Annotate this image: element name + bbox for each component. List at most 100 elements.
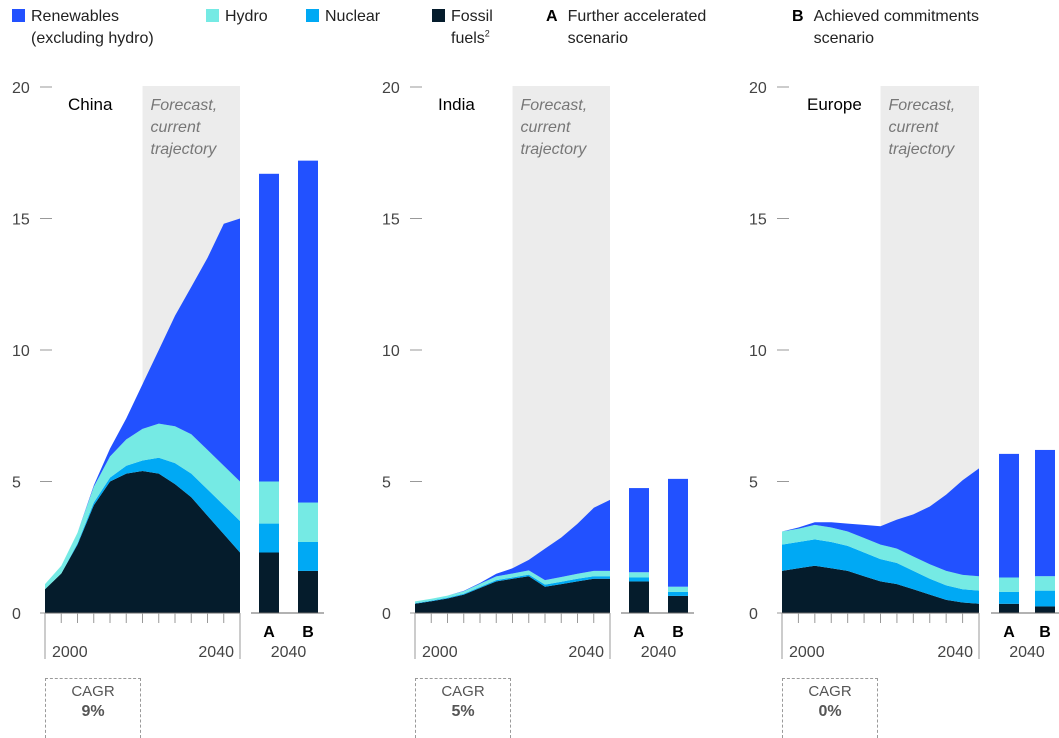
legend-label-fossil: Fossil fuels2: [451, 6, 493, 50]
area-hydro: [45, 423, 240, 590]
scenario-year-label: 2040: [271, 644, 307, 661]
legend-swatch-hydro: [206, 9, 219, 22]
legend-scenario-b-letter: B: [792, 8, 804, 25]
legend-item-scenario-b: B Achieved commitments scenario: [792, 6, 979, 50]
scenario-year-label: 2040: [641, 644, 677, 661]
scenario-bar-b-renewables: [668, 478, 688, 587]
forecast-band-label-line: trajectory: [889, 141, 956, 158]
legend-label-fossil-text: Fossil fuels: [451, 8, 493, 47]
scenario-bar-a-nuclear: [629, 577, 649, 582]
y-tick-label: 0: [749, 606, 758, 623]
legend-scenario-a-label: Further accelerated scenario: [567, 8, 707, 47]
x-tick-label: 2000: [422, 644, 458, 661]
scenario-bar-a-hydro: [629, 572, 649, 578]
scenario-bar-a-hydro: [259, 481, 279, 524]
y-tick-label: 20: [12, 80, 30, 97]
x-tick-label: 2040: [198, 644, 234, 661]
cagr-value: 0%: [818, 703, 842, 720]
scenario-bar-label: B: [672, 624, 684, 641]
y-tick-label: 10: [12, 343, 30, 360]
legend-swatch-renewables: [12, 9, 25, 22]
y-tick-label: 10: [382, 343, 400, 360]
y-tick-label: 5: [749, 475, 758, 492]
scenario-bar-b-renewables: [1035, 449, 1055, 577]
scenario-bar-b-fossil: [668, 595, 688, 613]
forecast-band-label-line: trajectory: [521, 141, 588, 158]
forecast-band-label-line: Forecast,: [521, 97, 588, 114]
scenario-bar-label: B: [302, 624, 314, 641]
scenario-bar-b-hydro: [668, 586, 688, 592]
scenario-bar-a-renewables: [629, 488, 649, 573]
scenario-bar-a-hydro: [999, 577, 1019, 592]
scenario-bar-label: A: [1003, 624, 1015, 641]
scenario-bar-b-hydro: [1035, 576, 1055, 591]
forecast-band-label-line: current: [889, 119, 939, 136]
scenario-bar-label: A: [633, 624, 645, 641]
chart-panel-india: 0 5 10 15 20 India 2000 2040 A B 2040: [382, 80, 694, 661]
region-label: China: [68, 95, 113, 114]
area-fossil: [782, 565, 979, 613]
legend-item-hydro: Hydro: [206, 6, 268, 28]
y-tick-label: 15: [12, 212, 30, 229]
area-hydro: [415, 570, 610, 604]
forecast-band-label-line: current: [151, 119, 201, 136]
legend-item-fossil: Fossil fuels2: [432, 6, 493, 50]
x-tick-label: 2000: [789, 644, 825, 661]
cagr-box: CAGR 5%: [415, 678, 511, 738]
forecast-band-label-line: Forecast,: [151, 97, 218, 114]
scenario-bar-a-nuclear: [259, 523, 279, 553]
legend-swatch-nuclear: [306, 9, 319, 22]
forecast-band-label-line: current: [521, 119, 571, 136]
legend-item-nuclear: Nuclear: [306, 6, 380, 28]
legend-label-nuclear: Nuclear: [325, 8, 381, 25]
x-tick-label: 2040: [937, 644, 973, 661]
scenario-bar-b-fossil: [298, 570, 318, 613]
scenario-bar-b-nuclear: [298, 541, 318, 571]
scenario-bar-a-fossil: [999, 603, 1019, 613]
area-hydro: [782, 524, 979, 591]
scenario-bar-b-nuclear: [1035, 590, 1055, 607]
region-label: India: [438, 95, 475, 114]
x-tick-label: 2000: [52, 644, 88, 661]
y-tick-label: 10: [749, 343, 767, 360]
area-fossil: [45, 471, 240, 613]
area-nuclear: [415, 574, 610, 604]
scenario-bar-b-fossil: [1035, 606, 1055, 613]
forecast-band-label: Forecast, current trajectory: [151, 97, 218, 158]
cagr-box: CAGR 9%: [45, 678, 141, 738]
scenario-bar-label: B: [1039, 624, 1051, 641]
area-fossil: [415, 576, 610, 613]
scenario-bar-a-fossil: [629, 581, 649, 613]
legend-label-hydro: Hydro: [225, 8, 268, 25]
cagr-value: 5%: [451, 703, 475, 720]
y-tick-label: 15: [749, 212, 767, 229]
forecast-band-label-line: Forecast,: [889, 97, 956, 114]
cagr-box: CAGR 0%: [782, 678, 878, 738]
legend-item-scenario-a: A Further accelerated scenario: [546, 6, 706, 50]
scenario-bar-a-renewables: [259, 173, 279, 482]
legend-scenario-a-letter: A: [546, 8, 558, 25]
y-tick-label: 15: [382, 212, 400, 229]
region-label: Europe: [807, 95, 862, 114]
legend-item-renewables: Renewables (excluding hydro): [12, 6, 154, 50]
forecast-band-label-line: trajectory: [151, 141, 218, 158]
y-tick-label: 0: [382, 606, 391, 623]
legend: Renewables (excluding hydro) Hydro Nucle…: [0, 0, 1059, 60]
area-renewables: [782, 468, 979, 577]
scenario-bar-b-renewables: [298, 160, 318, 503]
scenario-bar-b-hydro: [298, 502, 318, 542]
y-tick-label: 20: [382, 80, 400, 97]
legend-scenario-b-label: Achieved commitments scenario: [813, 8, 979, 47]
scenario-bar-a-renewables: [999, 453, 1019, 578]
y-tick-label: 5: [12, 475, 21, 492]
legend-label-renewables: Renewables (excluding hydro): [31, 8, 154, 47]
y-tick-label: 5: [382, 475, 391, 492]
scenario-bar-a-nuclear: [999, 591, 1019, 604]
area-nuclear: [45, 457, 240, 590]
cagr-label: CAGR: [441, 683, 485, 700]
scenario-year-label: 2040: [1009, 644, 1045, 661]
y-tick-label: 0: [12, 606, 21, 623]
scenario-bar-b-nuclear: [668, 591, 688, 596]
cagr-value: 9%: [81, 703, 105, 720]
